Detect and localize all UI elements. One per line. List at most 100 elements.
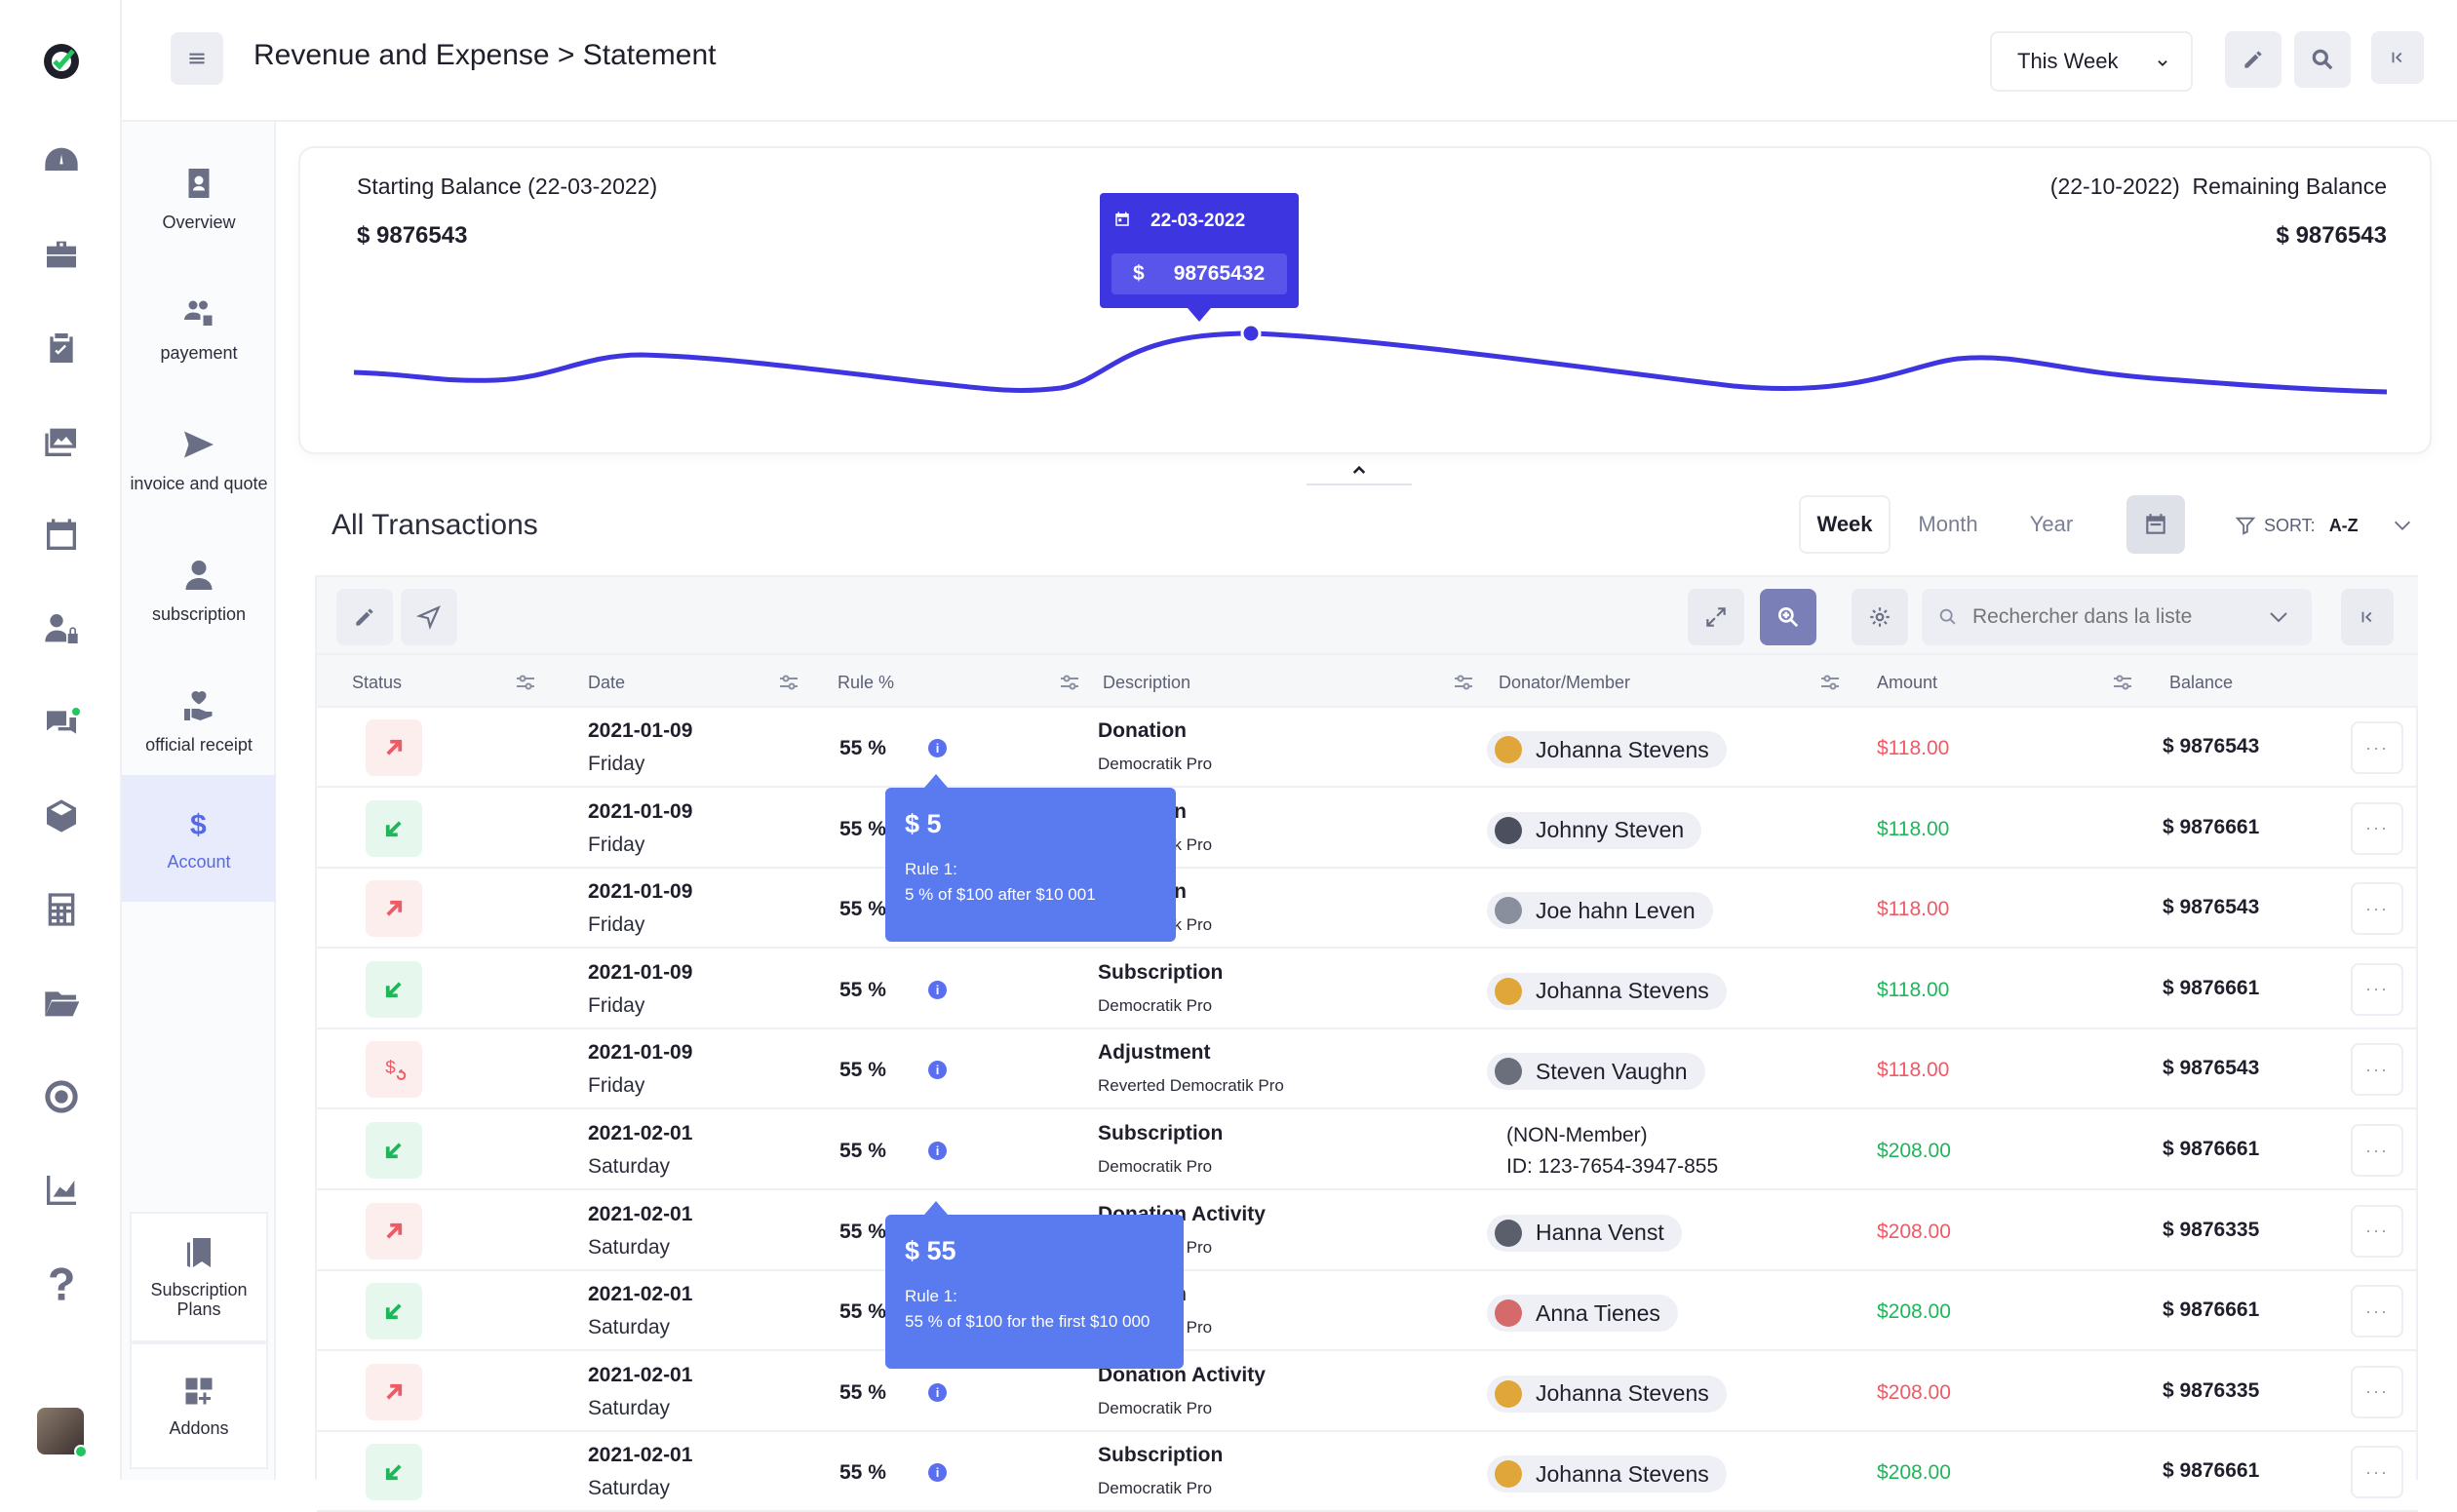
- calendar-icon[interactable]: [37, 511, 86, 560]
- nav-subscription-plans[interactable]: Subscription Plans: [130, 1212, 268, 1342]
- member-chip[interactable]: Steven Vaughn: [1487, 1053, 1705, 1091]
- more-options-button[interactable]: ···: [2351, 1365, 2403, 1418]
- folder-icon[interactable]: [37, 979, 86, 1027]
- more-options-button[interactable]: ···: [2351, 801, 2403, 855]
- nav-payement[interactable]: payement: [122, 266, 276, 393]
- member-chip[interactable]: Johanna Stevens: [1487, 1455, 1727, 1493]
- row-balance: $ 9876543: [2163, 896, 2260, 919]
- column-header-amount[interactable]: Amount: [1877, 672, 1938, 692]
- dashboard-icon[interactable]: [37, 136, 86, 185]
- column-filter-icon[interactable]: [1820, 675, 1840, 690]
- more-options-button[interactable]: ···: [2351, 882, 2403, 936]
- member-chip[interactable]: Joe hahn Leven: [1487, 892, 1713, 930]
- search-input[interactable]: [1970, 604, 2263, 630]
- settings-button[interactable]: [1852, 589, 1908, 645]
- column-filter-icon[interactable]: [2113, 675, 2132, 690]
- clipboard-check-icon[interactable]: [37, 324, 86, 372]
- column-header-rule[interactable]: Rule %: [838, 672, 895, 692]
- expand-button[interactable]: [1688, 589, 1744, 645]
- row-balance: $ 9876661: [2163, 976, 2260, 999]
- user-lock-icon[interactable]: [37, 604, 86, 653]
- member-chip[interactable]: Johanna Stevens: [1487, 972, 1727, 1010]
- more-options-button[interactable]: ···: [2351, 1285, 2403, 1338]
- edit-button[interactable]: [2225, 31, 2282, 88]
- column-filter-icon[interactable]: [1454, 675, 1473, 690]
- nav-label: subscription: [151, 603, 247, 624]
- info-icon[interactable]: i: [928, 980, 947, 999]
- column-header-balance[interactable]: Balance: [2169, 672, 2234, 692]
- nav-account[interactable]: $ Account: [122, 775, 276, 902]
- column-filter-icon[interactable]: [779, 675, 799, 690]
- date-picker-button[interactable]: [2126, 495, 2185, 554]
- help-icon[interactable]: [37, 1260, 86, 1308]
- table-send-button[interactable]: [401, 589, 457, 645]
- logo-icon[interactable]: [37, 37, 86, 86]
- info-icon[interactable]: i: [928, 1061, 947, 1080]
- table-row[interactable]: 2021-01-09 Friday 55 % i Subscription Democra…: [317, 950, 2418, 1029]
- sort-control[interactable]: SORT: A-Z: [2235, 511, 2413, 540]
- nav-overview[interactable]: Overview: [122, 136, 276, 262]
- info-icon[interactable]: i: [928, 1142, 947, 1160]
- nav-official-receipt[interactable]: official receipt: [122, 658, 276, 785]
- avatar: [1495, 1058, 1522, 1086]
- search-button[interactable]: [2294, 31, 2351, 88]
- column-header-description[interactable]: Description: [1103, 672, 1191, 692]
- list-search[interactable]: [1922, 589, 2312, 645]
- row-description-sub: Democratik Pro: [1098, 1479, 1213, 1498]
- member-chip[interactable]: Hanna Venst: [1487, 1214, 1682, 1252]
- pencil-icon: [2244, 51, 2262, 68]
- calculator-icon[interactable]: [37, 885, 86, 934]
- tab-week[interactable]: Week: [1799, 495, 1891, 554]
- member-chip[interactable]: Anna Tienes: [1487, 1295, 1678, 1333]
- nav-invoice-and-quote[interactable]: invoice and quote: [122, 397, 276, 523]
- tab-year[interactable]: Year: [2029, 512, 2074, 536]
- member-chip[interactable]: Johnny Steven: [1487, 811, 1702, 849]
- avatar: [1495, 816, 1522, 844]
- zoom-button[interactable]: [1760, 589, 1816, 645]
- info-icon[interactable]: i: [928, 1463, 947, 1483]
- briefcase-icon[interactable]: [37, 230, 86, 279]
- arrow-up-right-icon: [386, 1222, 403, 1239]
- column-header-date[interactable]: Date: [588, 672, 626, 692]
- more-options-button[interactable]: ···: [2351, 1204, 2403, 1258]
- info-icon[interactable]: i: [928, 739, 947, 757]
- table-row[interactable]: 2021-02-01 Saturday 55 % i Subscription Democ…: [317, 1110, 2418, 1190]
- nav-addons[interactable]: Addons: [130, 1342, 268, 1469]
- more-options-button[interactable]: ···: [2351, 1124, 2403, 1177]
- cube-icon[interactable]: [37, 792, 86, 840]
- column-filter-icon[interactable]: [516, 675, 535, 690]
- table-collapse-button[interactable]: [2341, 589, 2394, 645]
- nav-subscription[interactable]: subscription: [122, 527, 276, 654]
- info-icon[interactable]: i: [928, 1382, 947, 1402]
- target-icon[interactable]: [37, 1072, 86, 1121]
- table-edit-button[interactable]: [336, 589, 393, 645]
- table-row[interactable]: $2021-01-09 Friday 55 % i Adjustment Reverted…: [317, 1029, 2418, 1110]
- collapse-panel-button[interactable]: [2371, 31, 2424, 84]
- avatar[interactable]: [37, 1408, 88, 1458]
- member-chip[interactable]: Johanna Stevens: [1487, 1375, 1727, 1413]
- period-select[interactable]: This Week: [1990, 31, 2193, 92]
- column-filter-icon[interactable]: [1060, 675, 1079, 690]
- column-header-status[interactable]: Status: [352, 672, 403, 692]
- table-row[interactable]: 2021-02-01 Saturday 55 % i Subscription Democ…: [317, 1432, 2418, 1512]
- collapse-chart-toggle[interactable]: [1306, 456, 1412, 485]
- tab-month[interactable]: Month: [1918, 512, 1978, 536]
- menu-button[interactable]: [171, 32, 223, 85]
- column-header-member[interactable]: Donator/Member: [1499, 672, 1631, 692]
- more-options-button[interactable]: ···: [2351, 1043, 2403, 1097]
- more-options-button[interactable]: ···: [2351, 721, 2403, 774]
- chart-icon[interactable]: [37, 1166, 86, 1215]
- more-options-button[interactable]: ···: [2351, 1446, 2403, 1499]
- selected-point[interactable]: [1240, 323, 1262, 344]
- row-amount: $208.00: [1877, 1220, 1951, 1243]
- more-options-button[interactable]: ···: [2351, 962, 2403, 1016]
- chat-icon[interactable]: [37, 698, 86, 747]
- gallery-icon[interactable]: [37, 417, 86, 466]
- member-chip[interactable]: Johanna Stevens: [1487, 731, 1727, 768]
